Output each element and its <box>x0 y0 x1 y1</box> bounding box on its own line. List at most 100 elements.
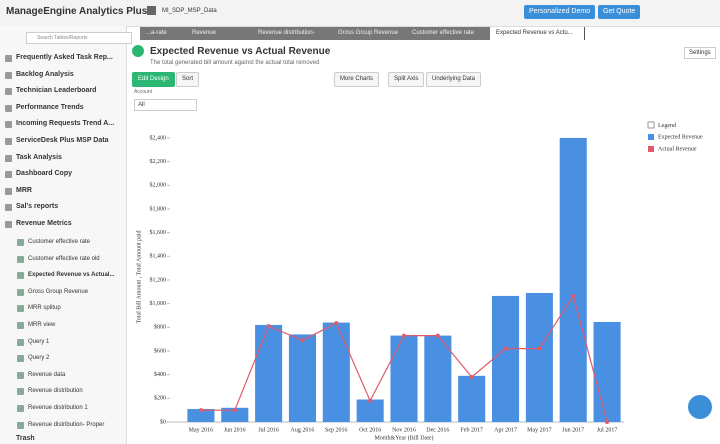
y-tick-label: $2,400 <box>150 134 167 141</box>
item-icon <box>17 355 24 363</box>
sidebar-report[interactable]: Revenue data <box>28 371 66 378</box>
x-tick-label: Dec 2016 <box>426 427 449 433</box>
y-tick-label: $600 <box>154 347 166 354</box>
legend-swatch <box>648 146 654 152</box>
sidebar-trash[interactable]: Trash <box>16 435 35 442</box>
point <box>435 333 440 338</box>
point <box>605 420 610 424</box>
demo-button[interactable]: Personalized Demo <box>524 5 596 19</box>
bar <box>187 408 215 422</box>
sidebar-item[interactable]: Dashboard Copy <box>16 170 73 178</box>
y-tick-label: $2,000 <box>150 182 167 189</box>
bar <box>458 375 486 422</box>
sidebar-report[interactable]: MRR view <box>28 322 56 328</box>
x-tick-label: Jun 2016 <box>224 427 246 433</box>
item-icon <box>17 421 24 429</box>
sidebar-report[interactable]: Gross Group Revenue <box>28 288 89 295</box>
tab[interactable]: Customer effective rate <box>406 27 491 40</box>
point <box>232 408 237 413</box>
y-tick-label: $1,200 <box>150 276 167 283</box>
x-tick-label: Jul 2017 <box>597 427 618 433</box>
sidebar-report[interactable]: Query 2 <box>28 355 50 362</box>
item-icon <box>17 305 24 313</box>
quote-button[interactable]: Get Quote <box>598 5 641 19</box>
point <box>402 333 406 338</box>
sidebar-item[interactable]: Technician Leaderboard <box>16 87 97 95</box>
sidebar-report[interactable]: Revenue distribution <box>28 388 83 395</box>
item-icon <box>5 121 12 129</box>
toolbar-button[interactable]: More Charts <box>334 72 380 87</box>
y-axis-title: Total Bill Amount , Total Amount paid <box>136 231 142 324</box>
y-tick-label: $1,600 <box>150 229 167 236</box>
sidebar-report[interactable]: Query 1 <box>28 338 50 345</box>
report-icon <box>132 45 144 57</box>
sidebar-item[interactable]: Backlog Analysis <box>16 70 74 78</box>
sidebar-item[interactable]: Sal's reports <box>16 203 59 211</box>
filter-select[interactable]: All <box>134 99 197 111</box>
x-tick-label: Sep 2016 <box>325 427 348 433</box>
x-tick-label: Oct 2016 <box>359 427 381 433</box>
item-icon <box>17 272 24 280</box>
item-icon <box>17 405 24 412</box>
bar <box>492 295 520 422</box>
sidebar-report[interactable]: Revenue distribution 1 <box>28 405 88 411</box>
point <box>503 346 508 351</box>
sidebar-report[interactable]: MRR splitup <box>28 305 61 312</box>
y-tick-label: $200 <box>154 395 166 402</box>
y-tick-label: $0 <box>160 418 166 425</box>
home-icon[interactable] <box>147 6 156 15</box>
bar <box>322 322 350 422</box>
y-tick-label: $1,400 <box>150 253 167 260</box>
item-icon <box>5 104 12 112</box>
bar <box>221 407 249 422</box>
tab[interactable]: Expected Revenue vs Actu... <box>490 27 585 40</box>
sidebar: Search Tables/Reports Frequently Asked T… <box>0 26 132 444</box>
sidebar-item[interactable]: ServiceDesk Plus MSP Data <box>16 137 109 144</box>
sidebar-item[interactable]: Performance Trends <box>16 103 84 111</box>
search-box[interactable]: Search Tables/Reports <box>26 32 132 44</box>
item-icon <box>5 55 12 62</box>
bar <box>356 399 384 422</box>
toolbar-button[interactable]: Sort <box>176 72 200 87</box>
workspace[interactable]: MI_SDP_MSP_Data <box>162 8 217 14</box>
tab[interactable]: Revenue distribution- Pro... <box>252 27 333 40</box>
report-title: Expected Revenue vs Actual Revenue <box>150 46 331 57</box>
legend-title: Legend <box>658 123 676 129</box>
toolbar-button[interactable]: Split Axis <box>388 72 425 87</box>
bar <box>288 334 316 422</box>
sidebar-item[interactable]: MRR <box>16 186 32 194</box>
y-tick-label: $1,800 <box>150 205 167 212</box>
sidebar-report[interactable]: Revenue distribution- Proper <box>28 421 105 428</box>
sidebar-report[interactable]: Expected Revenue vs Actual... <box>28 272 115 279</box>
x-axis-title: Month&Year (Bill Date) <box>374 434 433 441</box>
item-icon <box>17 288 24 296</box>
toolbar-button[interactable]: Underlying Data <box>426 72 482 87</box>
item-icon <box>17 388 24 396</box>
toolbar-button[interactable]: Edit Design <box>132 72 175 87</box>
x-tick-label: Aug 2016 <box>291 427 315 433</box>
sidebar-report[interactable]: Customer effective rate <box>28 239 90 245</box>
sidebar-item[interactable]: Frequently Asked Task Rep... <box>16 54 113 61</box>
point <box>198 408 203 413</box>
sidebar-item[interactable]: Incoming Requests Trend A... <box>16 120 115 128</box>
y-tick-label: $400 <box>154 371 166 378</box>
item-icon <box>5 154 12 162</box>
item-icon <box>17 338 24 346</box>
report-subtitle: The total generated bill amount against … <box>150 60 320 66</box>
item-icon <box>5 138 12 145</box>
item-icon <box>17 239 24 246</box>
tab[interactable]: ...a-rate <box>140 27 187 40</box>
item-icon <box>5 221 12 228</box>
item-icon <box>17 322 24 329</box>
x-tick-label: May 2017 <box>527 427 552 433</box>
tab[interactable]: Gross Group Revenue <box>332 27 407 40</box>
point <box>300 338 305 343</box>
filter-label: Account <box>134 89 153 95</box>
tab[interactable]: Revenue distribution 1 <box>186 27 253 40</box>
sidebar-report[interactable]: Customer effective rate old <box>28 255 100 262</box>
sidebar-item[interactable]: Task Analysis <box>16 153 62 161</box>
sidebar-item[interactable]: Revenue Metrics <box>16 220 72 227</box>
chat-button[interactable] <box>688 395 712 419</box>
settings-button[interactable]: Settings <box>684 47 716 59</box>
